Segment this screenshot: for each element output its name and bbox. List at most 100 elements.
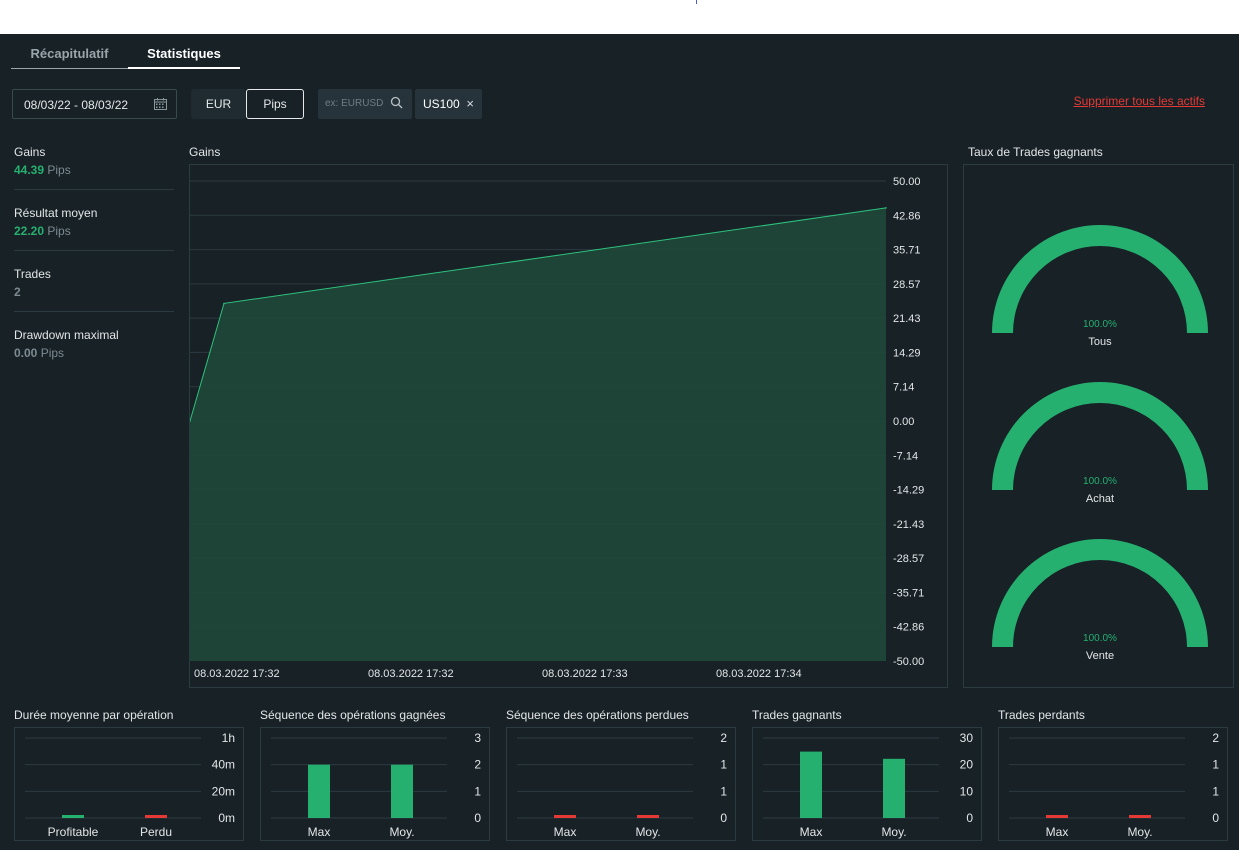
y-tick-label: -28.57: [893, 553, 924, 565]
category-label: Max: [800, 825, 823, 839]
unit-eur-button[interactable]: EUR: [191, 89, 246, 119]
cursor-mark: [696, 0, 697, 4]
stat-unit: Pips: [40, 346, 65, 360]
gains-point: [189, 420, 191, 422]
stat-drawdown: Drawdown maximal 0.00 Pips: [14, 328, 174, 368]
y-tick-label: 2: [720, 731, 727, 745]
y-tick-label: 2: [474, 758, 481, 772]
y-tick-label: 1: [1212, 784, 1219, 798]
bar: [308, 764, 330, 818]
stat-resultat-moyen: Résultat moyen 22.20 Pips: [14, 206, 174, 251]
search-placeholder: ex: EURUSD: [325, 98, 384, 109]
gauge-value: 100.0%: [1083, 476, 1117, 487]
y-tick-label: -50.00: [893, 656, 924, 668]
y-tick-label: 35.71: [893, 245, 921, 257]
bar: [145, 815, 167, 818]
bar: [1129, 815, 1151, 818]
y-tick-label: 42.86: [893, 210, 921, 222]
delete-all-assets-link[interactable]: Supprimer tous les actifs: [1073, 94, 1205, 108]
gauge-label: Achat: [1086, 493, 1114, 505]
bar: [800, 751, 822, 818]
mini-chart-trades-perdants: 2 1 1 0 Max Moy.: [998, 727, 1228, 841]
stat-value-row: 22.20 Pips: [14, 224, 174, 238]
date-range-value: 08/03/22 - 08/03/22: [24, 98, 129, 112]
statistics-panel: Récapitulatif Statistiques 08/03/22 - 08…: [0, 34, 1239, 850]
stat-trades: Trades 2: [14, 267, 174, 312]
y-tick-label: 1: [474, 784, 481, 798]
tab-bar: Récapitulatif Statistiques: [11, 46, 240, 69]
y-tick-label: 0m: [218, 811, 235, 825]
gains-point: [885, 207, 887, 209]
y-tick-label: 0: [720, 811, 727, 825]
y-tick-label: 3: [474, 731, 481, 745]
y-tick-label: 1: [720, 758, 727, 772]
mini-chart-svg: 2 1 1 0 Max Moy.: [1009, 731, 1219, 839]
mini-chart-seq-perdues: 2 1 1 0 Max Moy.: [506, 727, 736, 841]
mini-chart-seq-gagnees: 3 2 1 0 Max Moy.: [260, 727, 490, 841]
x-tick-label: 08.03.2022 17:32: [194, 668, 280, 680]
stat-value: 44.39: [14, 163, 45, 177]
category-label: Max: [554, 825, 577, 839]
tab-recapitulatif[interactable]: Récapitulatif: [11, 46, 128, 69]
mini-title-trades-gagnants: Trades gagnants: [752, 708, 842, 722]
y-tick-label: -14.29: [893, 485, 924, 497]
mini-chart-trades-gagnants: 30 20 10 0 Max Moy.: [752, 727, 982, 841]
mini-title-duree: Durée moyenne par opération: [14, 708, 174, 722]
date-range-picker[interactable]: 08/03/22 - 08/03/22: [12, 89, 177, 119]
bar: [883, 758, 905, 818]
y-tick-label: -42.86: [893, 622, 924, 634]
stat-value: 0.00: [14, 346, 38, 360]
mini-title-seq-perdues: Séquence des opérations perdues: [506, 708, 689, 722]
mini-chart-duree: 1h 40m 20m 0m Profitable Perdu: [14, 727, 244, 841]
y-tick-label: 50.00: [893, 176, 921, 188]
y-tick-label: 0: [966, 811, 973, 825]
y-tick-label: 7.14: [893, 382, 914, 394]
winrate-title: Taux de Trades gagnants: [968, 145, 1103, 159]
y-tick-label: 28.57: [893, 279, 921, 291]
x-tick-label: 08.03.2022 17:33: [542, 668, 628, 680]
stat-value: 22.20: [14, 224, 45, 238]
y-tick-label: 1: [720, 784, 727, 798]
y-tick-label: 20m: [212, 784, 235, 798]
x-tick-label: 08.03.2022 17:34: [716, 668, 802, 680]
stat-unit: Pips: [47, 163, 71, 177]
stat-gains: Gains 44.39 Pips: [14, 145, 174, 190]
bar: [1046, 815, 1068, 818]
bar: [62, 815, 84, 818]
category-label: Moy.: [635, 825, 660, 839]
category-label: Moy.: [881, 825, 906, 839]
category-label: Moy.: [1127, 825, 1152, 839]
category-label: Moy.: [389, 825, 414, 839]
gauge-label: Tous: [1088, 336, 1112, 348]
y-tick-label: 0: [474, 811, 481, 825]
search-icon: [390, 96, 403, 109]
y-tick-label: 1: [1212, 758, 1219, 772]
stat-label: Résultat moyen: [14, 206, 98, 220]
winrate-gauge-arc: [992, 539, 1208, 647]
x-tick-label: 08.03.2022 17:32: [368, 668, 454, 680]
asset-search-input[interactable]: ex: EURUSD: [318, 89, 412, 119]
y-tick-label: 0.00: [893, 416, 914, 428]
tab-statistiques[interactable]: Statistiques: [128, 46, 240, 69]
mini-chart-svg: 30 20 10 0 Max Moy.: [763, 731, 974, 839]
close-icon[interactable]: ×: [466, 96, 474, 111]
gains-chart: 50.00 42.86 35.71 28.57 21.43 14.29 7.14 0.00 -7…: [189, 164, 948, 688]
unit-pips-button[interactable]: Pips: [246, 89, 304, 119]
y-tick-label: 40m: [212, 758, 235, 772]
mini-chart-svg: 1h 40m 20m 0m Profitable Perdu: [25, 731, 235, 839]
stat-value-row: 2: [14, 285, 174, 299]
gains-area: [190, 207, 886, 661]
y-tick-label: 30: [960, 731, 974, 745]
category-label: Perdu: [140, 825, 172, 839]
stat-label: Trades: [14, 267, 51, 281]
winrate-gauge-arc: [992, 382, 1208, 490]
stat-label: Gains: [14, 145, 46, 159]
calendar-icon: [154, 98, 167, 110]
y-tick-label: 10: [960, 784, 974, 798]
stat-value-row: 44.39 Pips: [14, 163, 174, 177]
winrate-gauges: 100.0% Tous 100.0% Achat 100.0% Vente: [963, 164, 1234, 688]
y-tick-label: 0: [1212, 811, 1219, 825]
mini-chart-svg: 2 1 1 0 Max Moy.: [517, 731, 727, 839]
winrate-gauges-svg: 100.0% Tous 100.0% Achat 100.0% Vente: [992, 225, 1208, 662]
category-label: Max: [1046, 825, 1069, 839]
